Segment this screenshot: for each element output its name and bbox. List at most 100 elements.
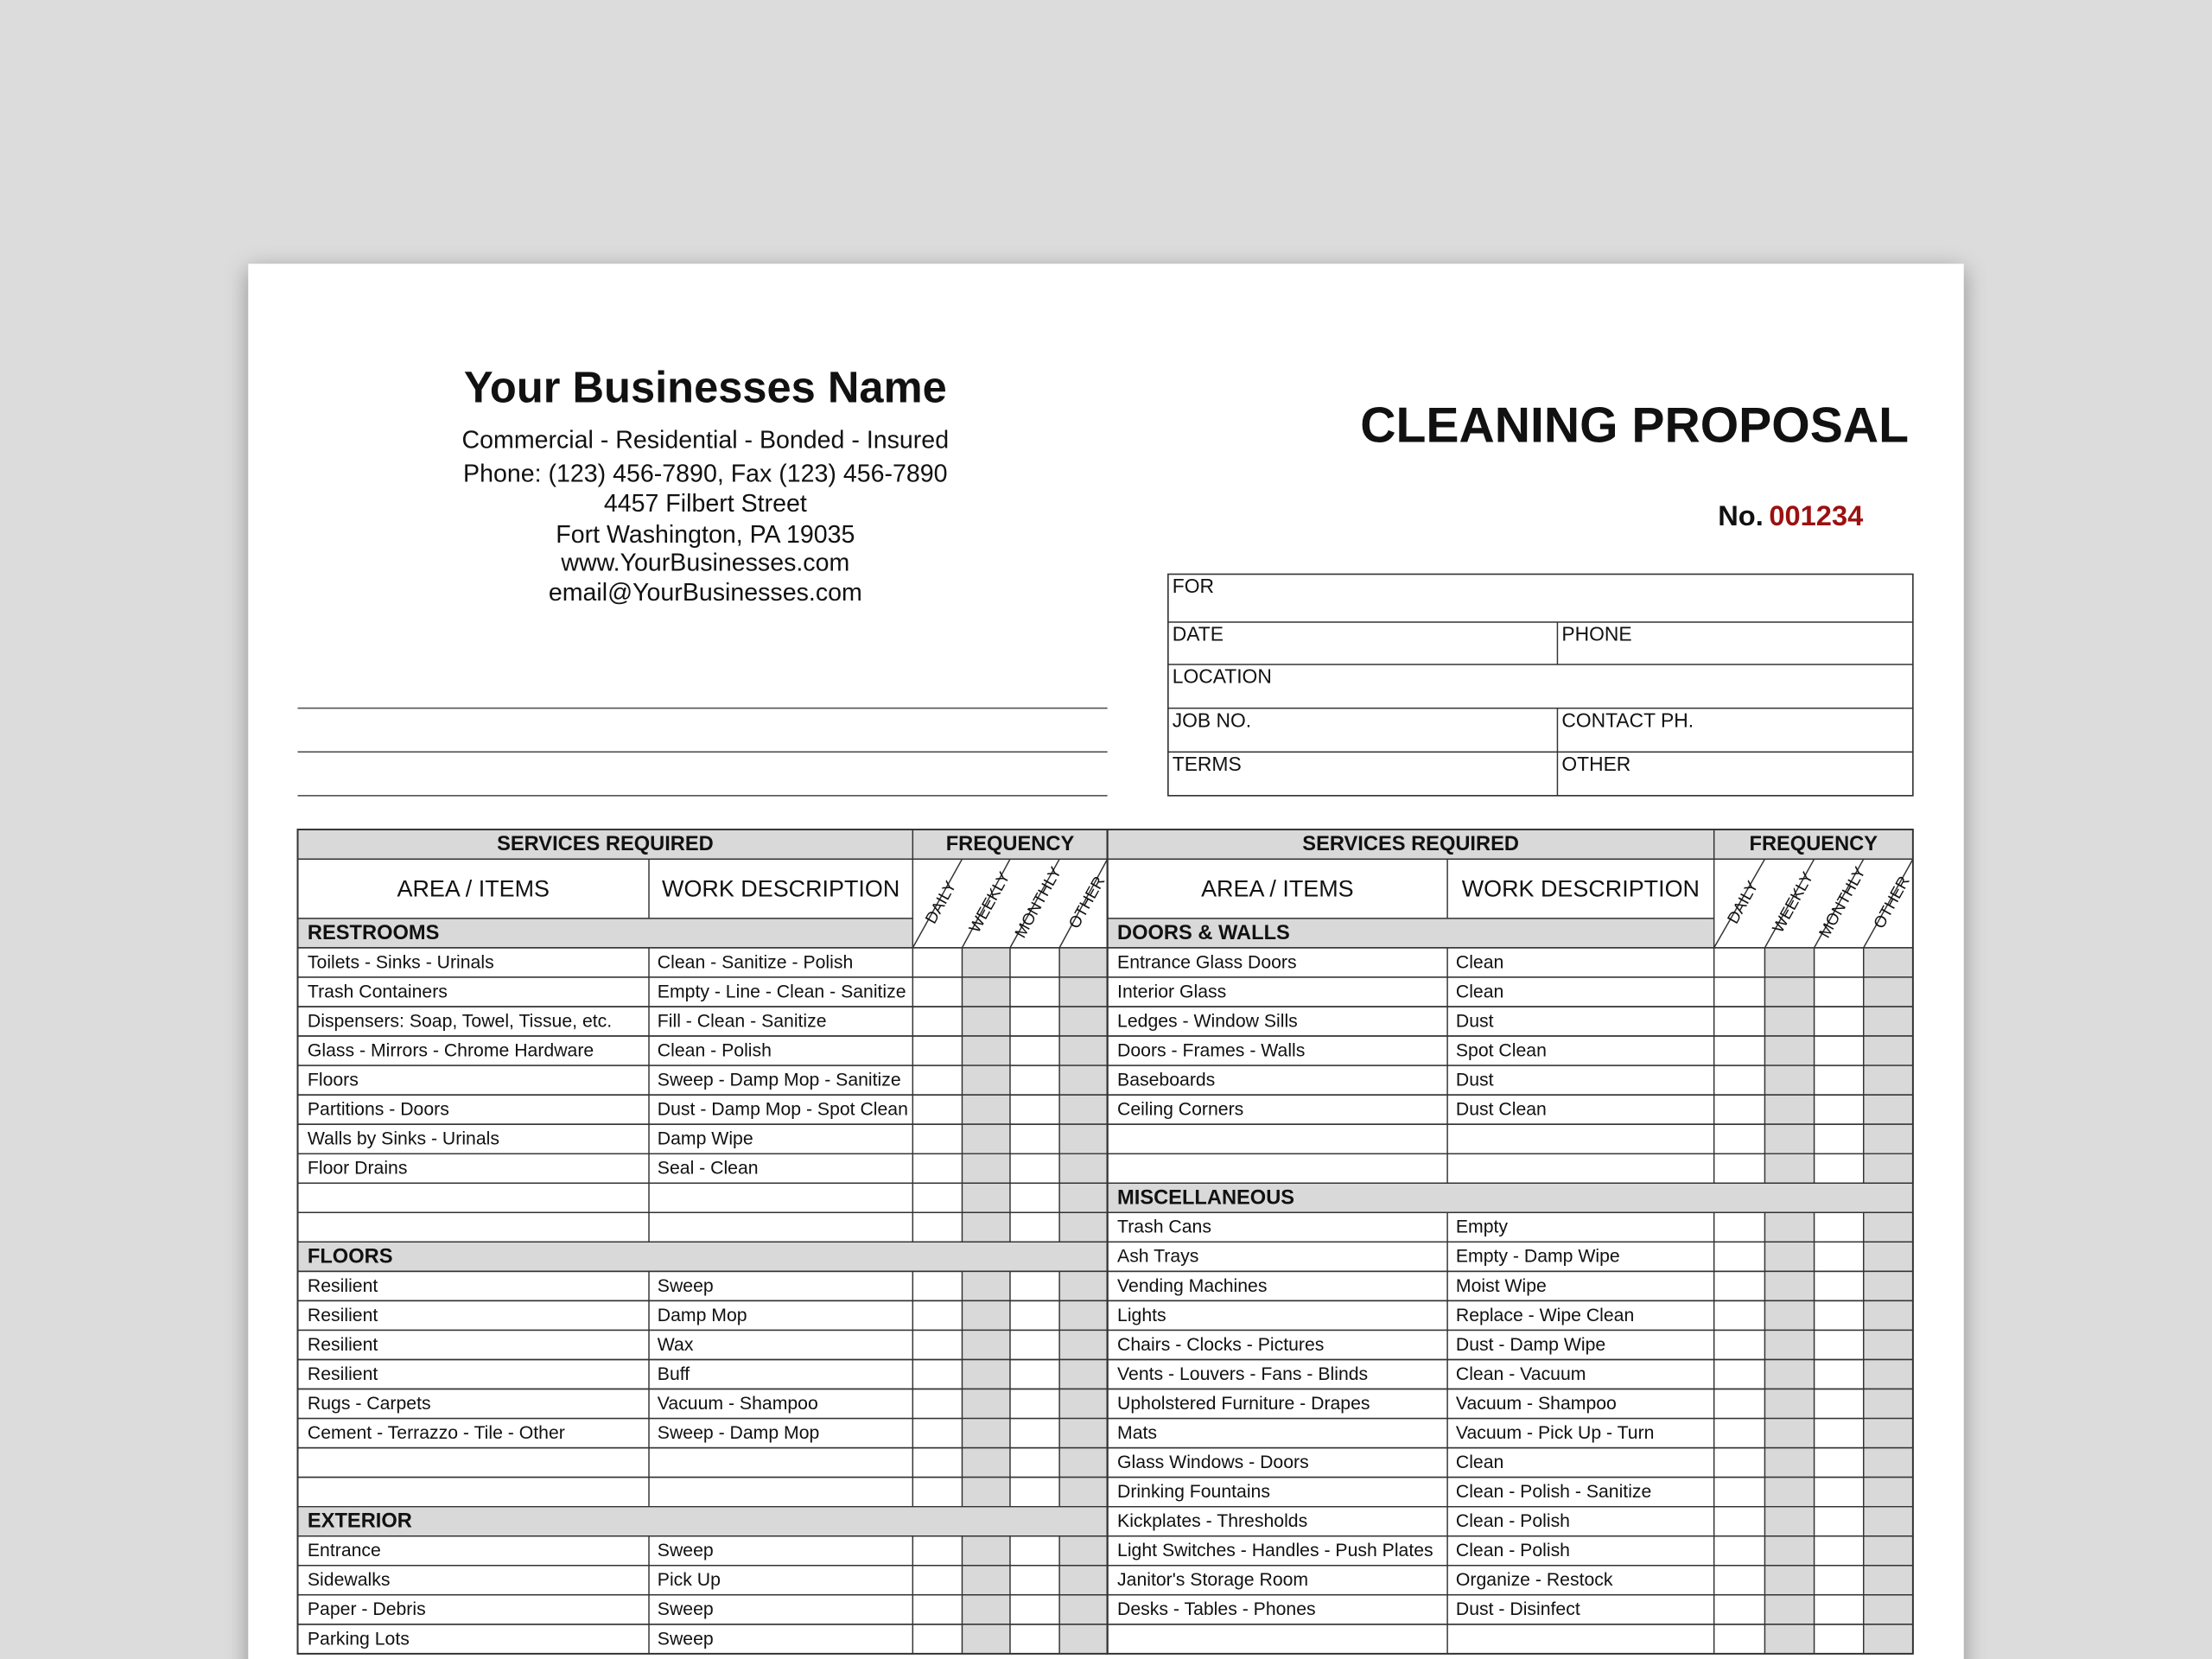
freq-shade <box>1764 1212 1815 1243</box>
work-item: Clean - Sanitize - Polish <box>658 952 853 972</box>
freq-shade <box>1764 1006 1815 1037</box>
freq-shade <box>1059 1124 1108 1154</box>
freq-shade <box>1863 1124 1913 1154</box>
freq-shade <box>1764 1154 1815 1184</box>
work-item: Dust Clean <box>1456 1100 1547 1120</box>
freq-shade <box>1059 1389 1108 1419</box>
info-label: FOR <box>1173 575 1214 597</box>
section-title: EXTERIOR <box>308 1510 412 1533</box>
header-band <box>297 830 1108 860</box>
area-item: Dispensers: Soap, Towel, Tissue, etc. <box>308 1011 612 1031</box>
area-item: Trash Cans <box>1117 1217 1211 1237</box>
freq-shade <box>962 1477 1010 1507</box>
work-header: WORK DESCRIPTION <box>1462 875 1700 901</box>
area-item: Mats <box>1117 1423 1157 1443</box>
work-item: Vacuum - Pick Up - Turn <box>1456 1423 1655 1443</box>
area-item: Glass - Mirrors - Chrome Hardware <box>308 1040 594 1060</box>
area-item: Vending Machines <box>1117 1276 1267 1296</box>
area-item: Ash Trays <box>1117 1247 1198 1267</box>
services-header: SERVICES REQUIRED <box>497 833 714 855</box>
freq-shade <box>1764 1124 1815 1154</box>
blank-lines <box>297 707 1108 797</box>
freq-shade <box>1059 1212 1108 1243</box>
freq-shade <box>1863 976 1913 1007</box>
section-title: MISCELLANEOUS <box>1117 1186 1294 1209</box>
header-line: www.YourBusinesses.com <box>560 550 849 577</box>
freq-shade <box>1059 1447 1108 1478</box>
header-band <box>1107 830 1913 860</box>
rule <box>1713 858 1766 949</box>
freq-shade <box>1863 1006 1913 1037</box>
freq-shade <box>1764 1506 1815 1536</box>
freq-shade <box>1764 976 1815 1007</box>
freq-shade <box>1059 1065 1108 1096</box>
freq-shade <box>1764 1036 1815 1066</box>
freq-shade <box>1863 947 1913 977</box>
section-title: FLOORS <box>308 1245 393 1268</box>
freq-shade <box>962 1330 1010 1360</box>
section-band <box>297 1242 1108 1272</box>
area-item: Rugs - Carpets <box>308 1394 431 1414</box>
freq-shade <box>1059 1535 1108 1566</box>
work-item: Moist Wipe <box>1456 1276 1547 1296</box>
freq-shade <box>1059 1183 1108 1213</box>
freq-shade <box>962 1447 1010 1478</box>
area-item: Trash Containers <box>308 982 448 1001</box>
work-item: Clean - Polish <box>658 1040 772 1060</box>
freq-shade <box>1059 1095 1108 1125</box>
freq-shade <box>1059 1300 1108 1331</box>
freq-shade <box>1863 1624 1913 1654</box>
info-label: JOB NO. <box>1173 709 1251 731</box>
freq-shade <box>1059 976 1108 1007</box>
frequency-header: FREQUENCY <box>1750 833 1878 855</box>
proposal-number: 001234 <box>1769 499 1863 531</box>
freq-shade <box>1059 1330 1108 1360</box>
freq-shade <box>962 1183 1010 1213</box>
freq-shade <box>1863 1535 1913 1566</box>
freq-shade <box>962 1565 1010 1595</box>
work-item: Clean <box>1456 1452 1503 1472</box>
area-item: Sidewalks <box>308 1570 391 1590</box>
area-item: Floors <box>308 1071 359 1090</box>
freq-shade <box>1863 1271 1913 1301</box>
area-header: AREA / ITEMS <box>1201 875 1354 901</box>
section-title: RESTROOMS <box>308 922 439 944</box>
freq-shade <box>1059 1271 1108 1301</box>
work-item: Spot Clean <box>1456 1040 1547 1060</box>
freq-shade <box>1764 1477 1815 1507</box>
work-item: Clean - Polish - Sanitize <box>1456 1482 1651 1502</box>
work-item: Sweep - Damp Mop - Sanitize <box>658 1071 901 1090</box>
info-label: PHONE <box>1561 623 1631 645</box>
work-item: Sweep <box>658 1541 714 1560</box>
freq-shade <box>962 1359 1010 1389</box>
freq-shade <box>962 1418 1010 1448</box>
freq-shade <box>1863 1212 1913 1243</box>
work-item: Dust <box>1456 1071 1494 1090</box>
header-line: email@YourBusinesses.com <box>549 579 862 607</box>
work-header: WORK DESCRIPTION <box>662 875 899 901</box>
area-item: Paper - Debris <box>308 1599 426 1619</box>
rule <box>1009 858 1060 949</box>
work-item: Clean <box>1456 982 1503 1001</box>
freq-shade <box>1863 1065 1913 1096</box>
freq-shade <box>1764 1242 1815 1272</box>
work-item: Dust - Disinfect <box>1456 1599 1580 1619</box>
freq-shade <box>962 1535 1010 1566</box>
freq-shade <box>1059 1418 1108 1448</box>
services-header: SERVICES REQUIRED <box>1302 833 1519 855</box>
area-item: Ledges - Window Sills <box>1117 1011 1298 1031</box>
area-item: Kickplates - Thresholds <box>1117 1511 1307 1531</box>
info-label: LOCATION <box>1173 665 1272 688</box>
work-item: Replace - Wipe Clean <box>1456 1306 1634 1325</box>
area-item: Resilient <box>308 1276 378 1296</box>
freq-shade <box>962 1154 1010 1184</box>
section-band <box>297 918 913 948</box>
business-name: Your Businesses Name <box>464 363 947 412</box>
freq-shade <box>1764 1594 1815 1624</box>
work-item: Vacuum - Shampoo <box>658 1394 818 1414</box>
area-item: Chairs - Clocks - Pictures <box>1117 1335 1324 1355</box>
freq-shade <box>1764 1330 1815 1360</box>
area-item: Interior Glass <box>1117 982 1226 1001</box>
area-item: Ceiling Corners <box>1117 1100 1243 1120</box>
